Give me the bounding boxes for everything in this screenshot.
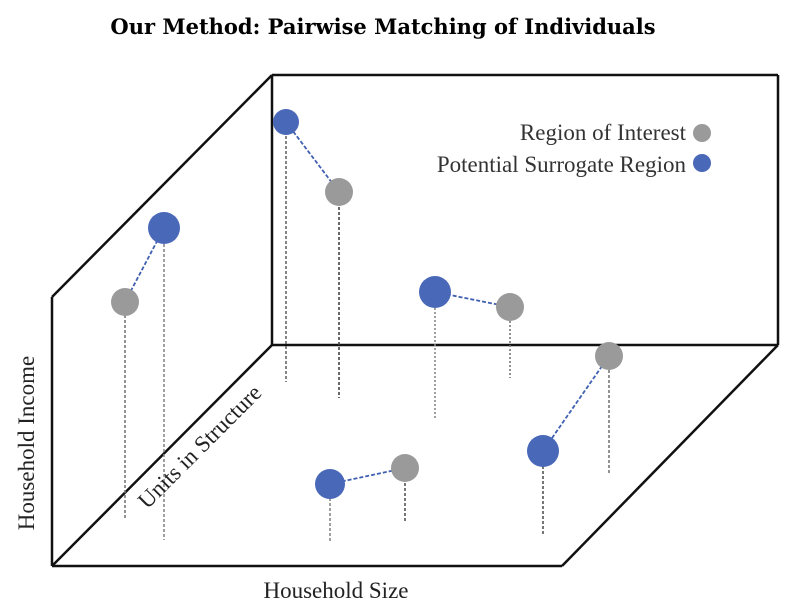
axis-label-household-size: Household Size xyxy=(263,578,408,603)
axis-label-units-in-structure: Units in Structure xyxy=(133,380,266,513)
floor-right-edge xyxy=(561,344,779,567)
surrogate-region-point xyxy=(419,276,451,308)
drop-lines xyxy=(124,136,610,543)
surrogate-region-point xyxy=(148,212,180,244)
axis-label-household-income: Household Income xyxy=(14,356,39,530)
legend-swatch-surrogate xyxy=(693,154,711,172)
legend-swatch-interest xyxy=(693,124,711,142)
pair-link xyxy=(285,121,340,193)
region-of-interest-point xyxy=(391,454,419,482)
floor-left-edge xyxy=(51,344,273,567)
diagram-title: Our Method: Pairwise Matching of Individ… xyxy=(110,14,655,39)
region-of-interest-point xyxy=(496,293,524,321)
region-of-interest-point xyxy=(325,178,353,206)
pair-link xyxy=(542,355,610,452)
legend-label-surrogate: Potential Surrogate Region xyxy=(437,152,687,177)
box-frame xyxy=(50,73,780,568)
legend: Region of Interest Potential Surrogate R… xyxy=(437,120,711,177)
surrogate-region-point xyxy=(315,469,345,499)
surrogate-region-point xyxy=(527,435,559,467)
legend-label-interest: Region of Interest xyxy=(520,120,687,145)
region-of-interest-point xyxy=(111,288,139,316)
region-of-interest-point xyxy=(595,342,623,370)
surrogate-region-point xyxy=(273,109,299,135)
left-wall-top-edge xyxy=(51,74,273,298)
points xyxy=(111,109,623,499)
